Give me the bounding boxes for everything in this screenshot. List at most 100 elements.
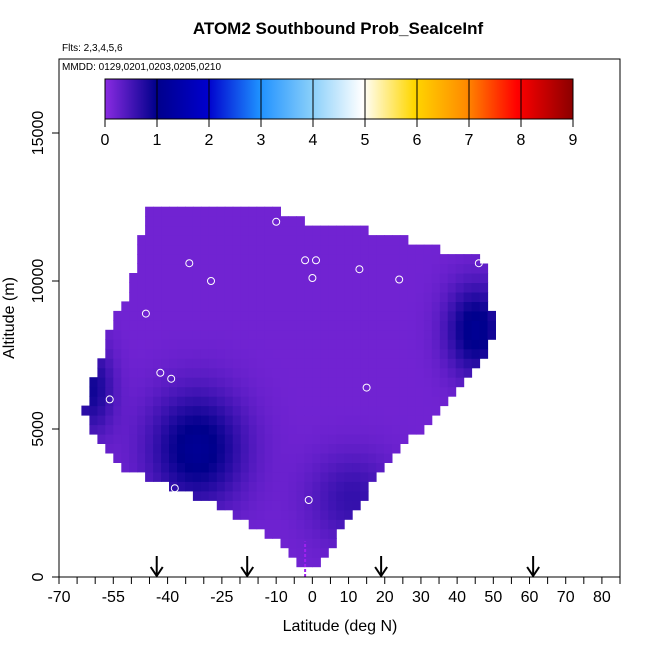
heatmap-cell <box>399 405 409 416</box>
heatmap-cell <box>312 538 321 549</box>
heatmap-cell <box>264 500 274 511</box>
heatmap-cell <box>256 282 266 293</box>
colorbar-tick-label: 4 <box>309 132 318 149</box>
heatmap-cell <box>336 481 345 492</box>
heatmap-cell <box>89 405 98 416</box>
heatmap-cell <box>328 273 337 283</box>
heatmap-cell <box>256 490 266 501</box>
x-tick-label: 10 <box>340 589 358 606</box>
heatmap-cell <box>328 282 337 293</box>
heatmap-cell <box>479 273 489 283</box>
heatmap-cell <box>161 225 170 236</box>
heatmap-cell <box>312 273 321 283</box>
heatmap-cell <box>224 216 234 227</box>
heatmap-cell <box>192 320 202 331</box>
heatmap-cell <box>224 310 234 321</box>
heatmap-cell <box>89 386 98 397</box>
heatmap-cell <box>177 462 186 473</box>
heatmap-cell <box>208 254 218 265</box>
heatmap-cell <box>384 348 393 359</box>
heatmap-cell <box>352 301 361 312</box>
sample-point <box>170 484 179 493</box>
heatmap-cell <box>185 235 194 246</box>
heatmap-cell <box>328 320 337 331</box>
heatmap-cell <box>129 415 138 426</box>
heatmap-cell <box>344 301 353 312</box>
heatmap-cell <box>280 424 289 435</box>
heatmap-cell <box>240 377 250 388</box>
heatmap-cell <box>256 434 266 444</box>
colorbar-tick-label: 1 <box>153 132 162 149</box>
heatmap-cell <box>447 254 457 265</box>
heatmap-cell <box>177 235 186 246</box>
heatmap-cell <box>169 386 178 397</box>
heatmap-cell <box>272 519 281 530</box>
heatmap-cell <box>384 310 393 321</box>
heatmap-cell <box>216 396 226 407</box>
heatmap-cell <box>407 386 417 397</box>
heatmap-cell <box>216 377 226 388</box>
heatmap-cell <box>328 367 337 378</box>
heatmap-cell <box>336 358 345 369</box>
heatmap-cell <box>121 358 130 369</box>
heatmap-cell <box>240 244 250 255</box>
heatmap-cell <box>153 377 162 388</box>
heatmap-cell <box>296 292 305 302</box>
heatmap-cell <box>439 310 449 321</box>
heatmap-cell <box>240 471 250 482</box>
heatmap-cell <box>392 235 401 246</box>
heatmap-cell <box>256 519 266 530</box>
heatmap-cell <box>360 481 369 492</box>
heatmap-cell <box>280 273 289 283</box>
heatmap-cell <box>384 235 393 246</box>
heatmap-cell <box>336 377 345 388</box>
heatmap-cell <box>248 339 258 350</box>
heatmap-cell <box>463 254 473 265</box>
heatmap-cell <box>177 273 186 283</box>
heatmap-cell <box>240 453 250 463</box>
heatmap-cell <box>304 424 313 435</box>
heatmap-cell <box>208 225 218 236</box>
heatmap-cell <box>161 273 170 283</box>
heatmap-cell <box>384 329 393 340</box>
heatmap-cell <box>192 405 202 416</box>
heatmap-cell <box>153 292 162 302</box>
heatmap-cell <box>368 292 377 302</box>
heatmap-cell <box>471 282 481 293</box>
heatmap-cell <box>328 310 337 321</box>
heatmap-cell <box>336 471 345 482</box>
heatmap-cell <box>407 367 417 378</box>
heatmap-cell <box>272 301 281 312</box>
heatmap-cell <box>153 301 162 312</box>
heatmap-cell <box>248 348 258 359</box>
heatmap-cell <box>312 500 321 511</box>
heatmap-cell <box>272 377 281 388</box>
heatmap-cell <box>264 329 274 340</box>
heatmap-cell <box>312 462 321 473</box>
heatmap-cell <box>455 254 465 265</box>
heatmap-cell <box>192 367 202 378</box>
heatmap-cell <box>328 396 337 407</box>
heatmap-cell <box>145 396 154 407</box>
heatmap-cell <box>264 263 274 274</box>
heatmap-cell <box>161 254 170 265</box>
heatmap-cell <box>137 301 146 312</box>
heatmap-cell <box>177 282 186 293</box>
heatmap-cell <box>360 471 369 482</box>
heatmap-cell <box>320 339 329 350</box>
heatmap-cell <box>264 301 274 312</box>
heatmap-cell <box>336 453 345 463</box>
heatmap-cell <box>431 348 441 359</box>
heatmap-cell <box>272 415 281 426</box>
y-tick-label: 10000 <box>30 259 47 304</box>
heatmap-cell <box>288 254 297 265</box>
heatmap-cell <box>344 434 353 444</box>
heatmap-cell <box>352 500 361 511</box>
heatmap-cell <box>113 443 122 454</box>
heatmap-cell <box>296 310 305 321</box>
heatmap-cell <box>185 348 194 359</box>
heatmap-cell <box>200 263 210 274</box>
heatmap-cell <box>121 405 130 416</box>
x-tick-label: 80 <box>593 589 611 606</box>
heatmap-cell <box>248 292 258 302</box>
